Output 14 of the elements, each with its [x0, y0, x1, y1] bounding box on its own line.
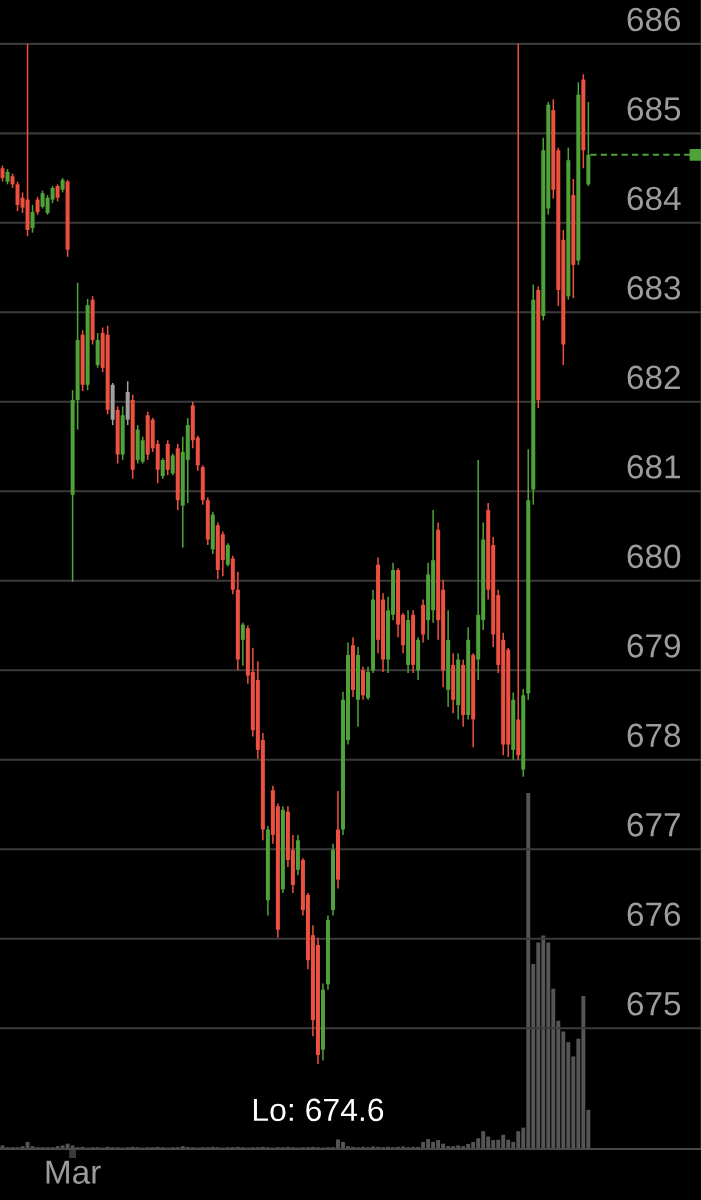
y-tick-label: 676: [627, 902, 681, 927]
y-tick-label: 679: [627, 634, 680, 658]
y-tick-label: 682: [627, 365, 680, 390]
y-tick-label: 677: [627, 813, 680, 837]
y-tick-label: 681: [627, 455, 680, 479]
y-tick-label: 684: [627, 186, 681, 211]
y-tick-label: 686: [627, 7, 681, 32]
y-tick-label: 680: [627, 544, 681, 569]
x-tick-label: Mar: [46, 1160, 101, 1184]
annotation: Lo: 674.6: [253, 1098, 384, 1122]
y-tick-label: 685: [627, 97, 681, 121]
y-tick-label: 678: [627, 723, 681, 748]
y-tick-label: 683: [627, 276, 681, 300]
y-tick-label: 675: [627, 992, 681, 1016]
